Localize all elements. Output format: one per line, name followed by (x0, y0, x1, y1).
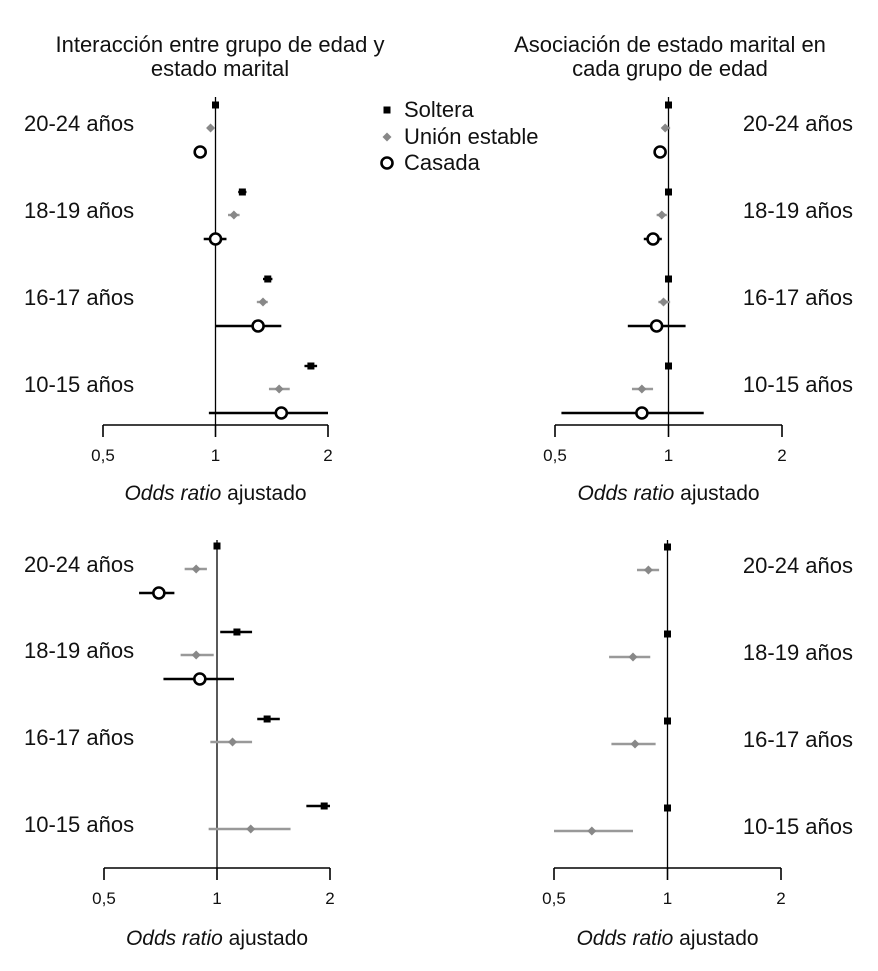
x-tick-label: 0,5 (543, 446, 567, 465)
point-marker (191, 564, 201, 574)
point-marker (643, 565, 653, 575)
point-marker (193, 145, 207, 159)
forest-panel-1: Interacción entre grupo de edad yestado … (24, 32, 385, 505)
point-marker (665, 362, 672, 370)
group-label: 20-24 años (24, 111, 134, 136)
x-axis-label-rest: ajustado (674, 482, 759, 505)
point-marker (307, 362, 315, 370)
point-marker (646, 232, 660, 246)
point-marker (152, 586, 166, 600)
panel-title: Interacción entre grupo de edad y (55, 32, 384, 57)
x-axis-label-italic: Odds ratio (577, 482, 674, 505)
group-label: 16-17 años (24, 285, 134, 310)
legend-marker-circle (380, 156, 394, 170)
group-label: 20-24 años (24, 552, 134, 577)
x-tick-label: 1 (212, 889, 221, 908)
point-marker (274, 384, 284, 394)
x-axis-label: Odds ratio ajustado (577, 482, 759, 505)
point-marker (228, 737, 238, 747)
group-label: 20-24 años (743, 111, 853, 136)
point-marker (587, 826, 597, 836)
point-marker (653, 145, 667, 159)
x-tick-label: 2 (777, 446, 786, 465)
x-tick-label: 2 (776, 889, 785, 908)
point-marker (649, 319, 664, 333)
legend-marker-square (383, 106, 391, 114)
x-tick-label: 0,5 (542, 889, 566, 908)
forest-panel-3: 0,5 1 2 Odds ratio ajustado 20-24 años 18-19 … (24, 540, 335, 950)
panel-title: estado marital (151, 56, 289, 81)
point-marker (191, 650, 201, 660)
legend-marker-diamond (382, 132, 392, 142)
point-marker (660, 123, 670, 133)
group-label: 16-17 años (743, 727, 853, 752)
group-label: 10-15 años (743, 814, 853, 839)
point-marker (264, 275, 272, 283)
group-label: 20-24 años (743, 553, 853, 578)
point-marker (665, 101, 672, 109)
x-axis-label-rest: ajustado (221, 482, 306, 505)
legend-label: Soltera (404, 97, 474, 122)
point-marker (251, 319, 265, 333)
point-marker (657, 210, 667, 220)
x-tick-label: 1 (211, 446, 220, 465)
point-marker (637, 384, 647, 394)
point-marker (635, 406, 649, 420)
point-marker (233, 628, 241, 636)
point-marker (213, 542, 221, 550)
panel-title: cada grupo de edad (572, 56, 768, 81)
point-marker (258, 297, 268, 307)
x-tick-label: 0,5 (91, 446, 115, 465)
group-label: 18-19 años (743, 198, 853, 223)
point-marker (212, 101, 219, 109)
x-axis-label: Odds ratio ajustado (126, 927, 308, 950)
point-marker (263, 715, 271, 723)
point-marker (664, 717, 671, 725)
x-tick-label: 0,5 (92, 889, 116, 908)
x-axis-label: Odds ratio ajustado (124, 482, 306, 505)
point-marker (630, 739, 640, 749)
point-marker (193, 672, 207, 686)
point-marker (628, 652, 638, 662)
point-marker (238, 188, 246, 196)
group-label: 10-15 años (24, 372, 134, 397)
x-axis-label-italic: Odds ratio (124, 482, 221, 505)
point-marker (665, 188, 672, 196)
group-label: 16-17 años (24, 725, 134, 750)
point-marker (664, 543, 671, 551)
x-tick-label: 1 (663, 889, 672, 908)
point-marker (664, 804, 671, 812)
point-marker (246, 824, 256, 834)
point-marker (274, 406, 289, 420)
group-label: 18-19 años (24, 638, 134, 663)
legend-label: Unión estable (404, 124, 539, 149)
x-axis-label-italic: Odds ratio (126, 927, 223, 950)
group-label: 10-15 años (743, 372, 853, 397)
point-marker (206, 123, 216, 133)
point-marker (229, 210, 239, 220)
x-axis-label-rest: ajustado (223, 927, 308, 950)
x-tick-label: 1 (664, 446, 673, 465)
point-marker (664, 630, 671, 638)
panel-title: Asociación de estado marital en (514, 32, 826, 57)
group-label: 18-19 años (24, 198, 134, 223)
group-label: 10-15 años (24, 812, 134, 837)
x-axis-label: Odds ratio ajustado (576, 927, 758, 950)
x-tick-label: 2 (325, 889, 334, 908)
group-label: 18-19 años (743, 640, 853, 665)
x-axis-label-rest: ajustado (673, 927, 758, 950)
forest-panel-4: 0,5 1 2 Odds ratio ajustado 20-24 años 18-19 … (542, 540, 853, 950)
x-tick-label: 2 (323, 446, 332, 465)
legend-label: Casada (404, 150, 481, 175)
group-label: 16-17 años (743, 285, 853, 310)
point-marker (659, 297, 669, 307)
point-marker (665, 275, 672, 283)
point-marker (208, 232, 223, 246)
point-marker (320, 802, 328, 810)
x-axis-label-italic: Odds ratio (576, 927, 673, 950)
